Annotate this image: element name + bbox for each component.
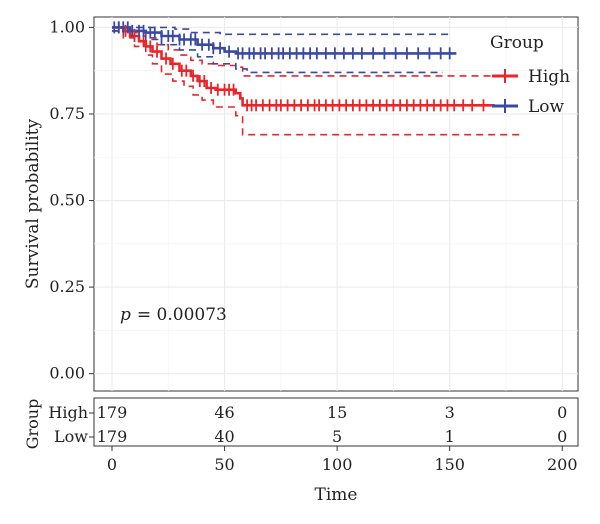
y-ticks: 0.00 0.25 0.50 0.75 1.00 (49, 17, 94, 383)
risk-value-low: 1 (445, 427, 455, 446)
ci-upper-low (112, 26, 450, 36)
p-value-symbol: p (120, 305, 131, 325)
legend-title: Group (490, 33, 544, 53)
plot-panel (93, 16, 579, 392)
p-value: p = 0.00073 (120, 305, 227, 325)
legend: Group High Low (490, 33, 570, 117)
x-tick-label: 150 (434, 455, 465, 474)
grid-lines (94, 17, 578, 391)
x-tick-label: 200 (547, 455, 578, 474)
risk-value-low: 179 (97, 427, 128, 446)
risk-value-high: 46 (214, 403, 234, 422)
risk-row-label-high: High (48, 403, 88, 422)
legend-low-label: Low (528, 97, 565, 117)
risk-row-label-low: Low (54, 427, 88, 446)
risk-value-high: 179 (97, 403, 128, 422)
y-axis-label: Survival probability (23, 118, 43, 289)
risk-value-low: 5 (332, 427, 342, 446)
legend-high-label: High (528, 67, 570, 87)
y-tick-label: 0.75 (49, 104, 85, 123)
curve-high (112, 26, 495, 107)
risk-value-high: 0 (557, 403, 567, 422)
risk-table-title: Group (23, 399, 42, 450)
x-tick-label: 50 (214, 455, 234, 474)
risk-value-high: 3 (445, 403, 455, 422)
legend-item-high: High (492, 67, 570, 87)
ci-lower-high (112, 30, 522, 136)
y-tick-label: 0.50 (49, 191, 85, 210)
x-axis-label: Time (315, 485, 358, 505)
censor-marks (113, 21, 485, 112)
risk-value-high: 15 (327, 403, 347, 422)
risk-value-low: 0 (557, 427, 567, 446)
x-tick-label: 0 (107, 455, 117, 474)
risk-value-low: 40 (214, 427, 234, 446)
y-tick-label: 0.00 (49, 364, 85, 383)
legend-item-low: Low (492, 97, 565, 117)
p-value-text: = 0.00073 (137, 305, 227, 325)
x-tick-label: 100 (322, 455, 353, 474)
risk-table-panel (93, 397, 579, 447)
y-tick-label: 1.00 (49, 17, 85, 36)
x-ticks: 0 50 100 150 200 (107, 446, 578, 474)
risk-table-values: 179 46 15 3 0 179 40 5 1 0 (97, 403, 568, 446)
y-tick-label: 0.25 (49, 277, 85, 296)
